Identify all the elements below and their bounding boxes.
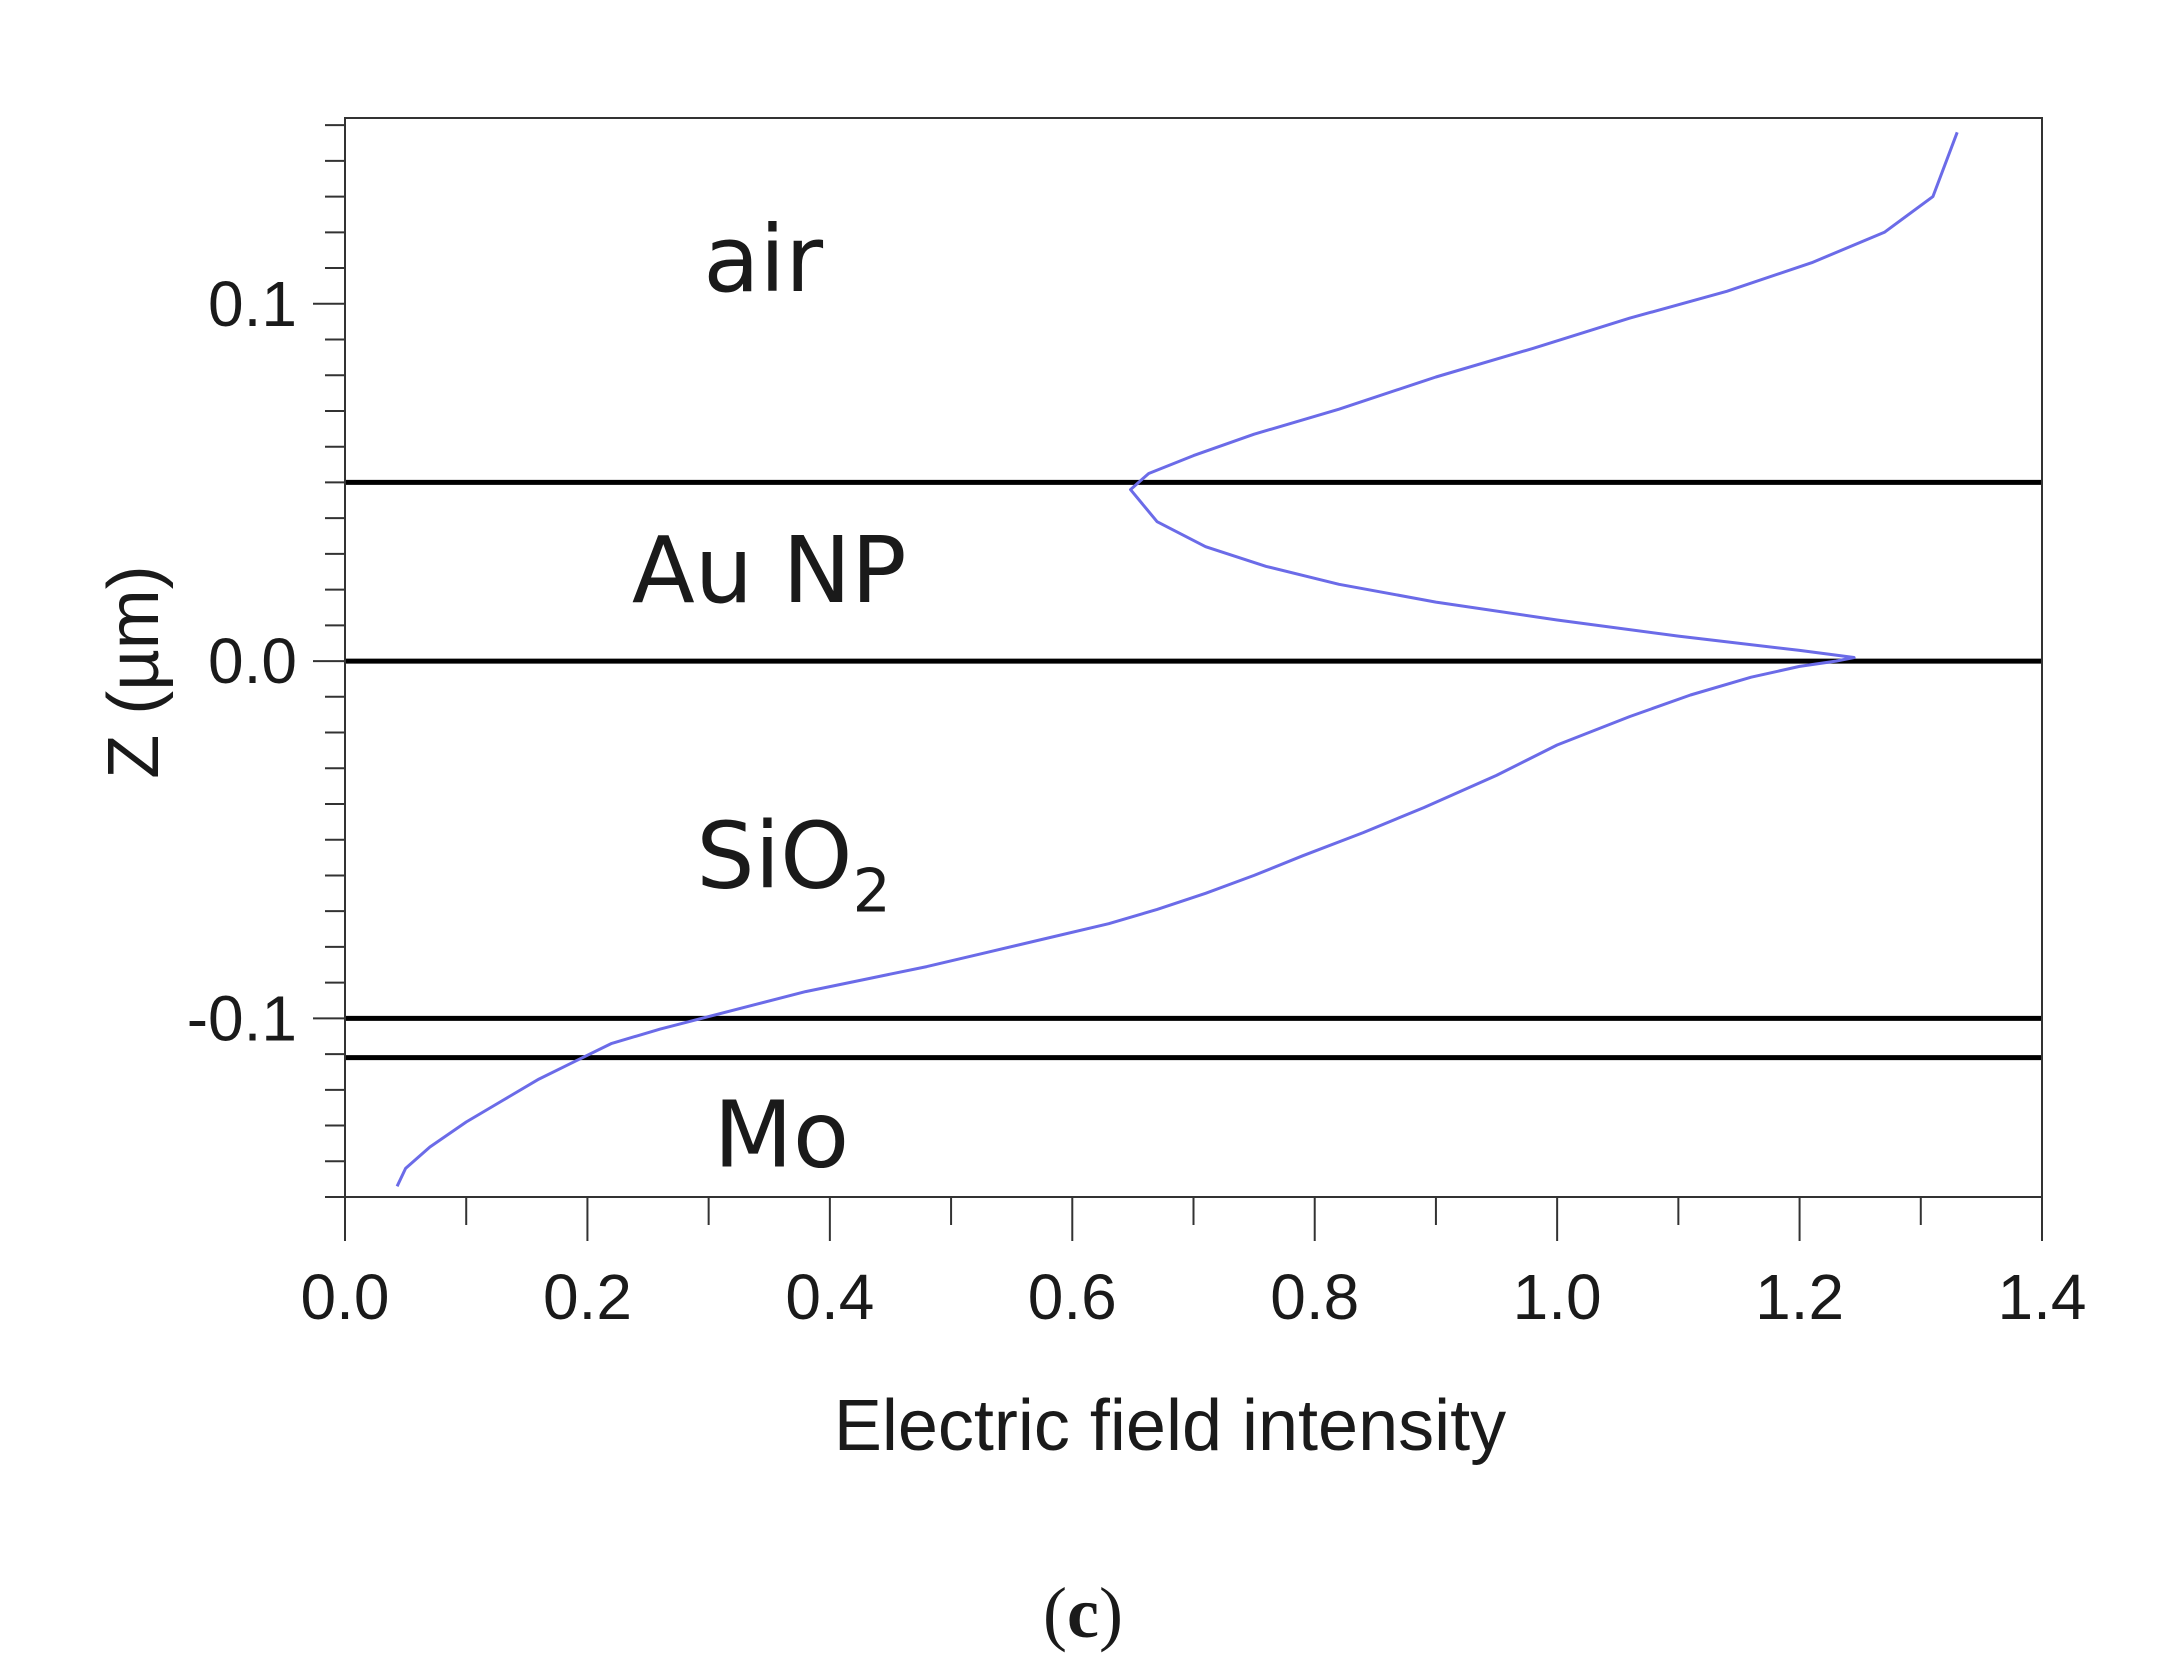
layer-label-text: SiO <box>696 803 852 910</box>
x-tick-label: 0.8 <box>1270 1261 1359 1333</box>
x-tick-label: 0.6 <box>1028 1261 1117 1333</box>
layer-label-air: air <box>703 206 823 313</box>
layer-label-subscript: 2 <box>853 857 891 927</box>
figure-caption: (c) <box>1043 1573 1123 1653</box>
x-axis-title: Electric field intensity <box>834 1386 1506 1466</box>
caption-open-paren: ( <box>1043 1573 1067 1653</box>
y-tick-label: 0.1 <box>208 268 297 340</box>
x-tick-label: 1.0 <box>1513 1261 1602 1333</box>
x-tick-label: 0.0 <box>301 1261 390 1333</box>
layer-label-au-np: Au NP <box>632 517 907 624</box>
caption-close-paren: ) <box>1099 1573 1123 1653</box>
y-axis-title: Z (µm) <box>94 565 174 778</box>
x-tick-label: 1.4 <box>1998 1261 2087 1333</box>
layer-label-text: Mo <box>714 1081 850 1188</box>
layer-label-sio: SiO2 <box>696 803 891 927</box>
x-tick-label: 0.4 <box>785 1261 874 1333</box>
x-tick-label: 0.2 <box>543 1261 632 1333</box>
x-tick-label: 1.2 <box>1755 1261 1844 1333</box>
axes: 0.0 0.2 0.4 0.6 0.8 1.0 1.2 1.4 0.1 0.0 -0.1 <box>187 117 2087 1333</box>
caption-letter: c <box>1067 1573 1099 1653</box>
layer-label-text: air <box>703 206 823 313</box>
plot-area <box>345 131 2042 1187</box>
y-tick-label: -0.1 <box>187 982 297 1054</box>
layer-labels: air Au NP SiO2 Mo <box>632 206 907 1188</box>
field-intensity-line <box>395 131 1959 1187</box>
layer-label-text: Au NP <box>632 517 907 624</box>
layer-label-mo: Mo <box>714 1081 850 1188</box>
y-tick-label: 0.0 <box>208 625 297 697</box>
